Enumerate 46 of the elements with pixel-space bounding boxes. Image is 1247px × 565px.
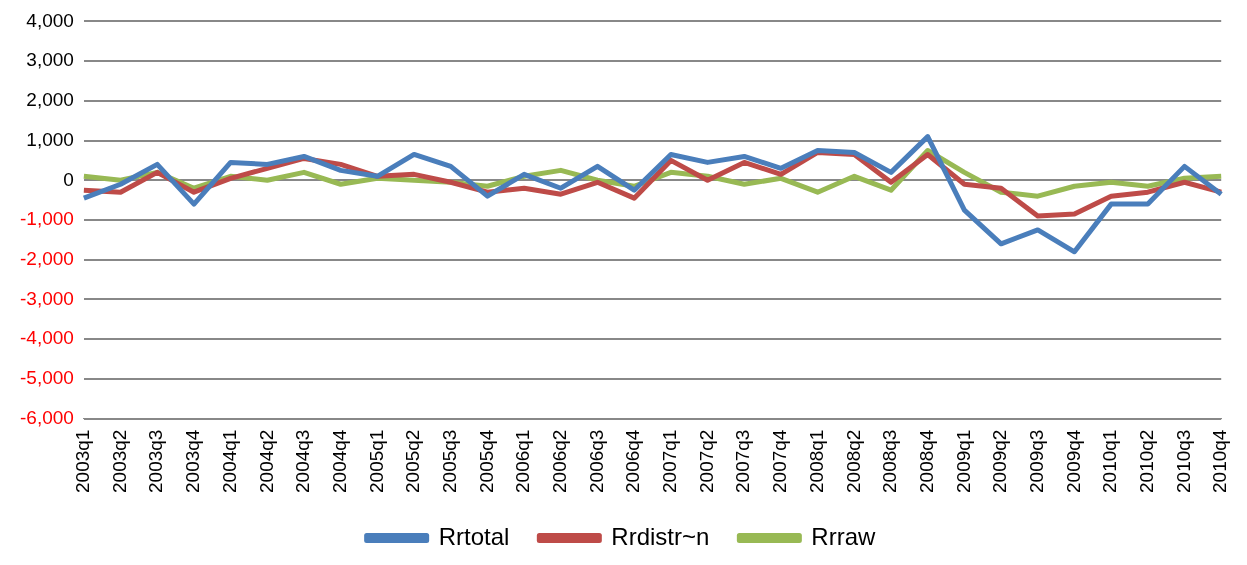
y-tick-label: -1,000 bbox=[20, 208, 74, 230]
x-tick-label: 2007q2 bbox=[695, 429, 717, 493]
x-tick-label: 2007q1 bbox=[659, 429, 681, 493]
y-tick-label: -4,000 bbox=[20, 327, 74, 349]
y-tick-label: -3,000 bbox=[20, 287, 74, 309]
y-tick-label: -2,000 bbox=[20, 247, 74, 269]
x-tick-label: 2009q2 bbox=[989, 429, 1011, 493]
x-tick-label: 2005q2 bbox=[402, 429, 424, 493]
legend-label: Rrdistr~n bbox=[611, 522, 710, 550]
y-tick-label: 2,000 bbox=[26, 89, 74, 111]
x-tick-label: 2009q4 bbox=[1062, 429, 1084, 493]
y-tick-label: 1,000 bbox=[26, 128, 74, 150]
legend-label: Rrtotal bbox=[438, 522, 510, 550]
x-tick-label: 2008q4 bbox=[915, 429, 937, 493]
x-tick-label: 2010q4 bbox=[1209, 429, 1231, 493]
x-tick-label: 2009q3 bbox=[1025, 429, 1047, 493]
x-tick-label: 2005q4 bbox=[475, 429, 497, 493]
y-tick-label: 0 bbox=[63, 168, 74, 190]
legend-label: Rrraw bbox=[811, 522, 877, 550]
x-tick-label: 2008q3 bbox=[879, 429, 901, 493]
y-tick-label: -6,000 bbox=[20, 406, 74, 428]
x-tick-label: 2008q1 bbox=[805, 429, 827, 493]
x-tick-label: 2006q2 bbox=[549, 429, 571, 493]
x-tick-label: 2004q3 bbox=[292, 429, 314, 493]
x-tick-label: 2004q1 bbox=[218, 429, 240, 493]
x-tick-label: 2006q3 bbox=[585, 429, 607, 493]
x-tick-label: 2008q2 bbox=[842, 429, 864, 493]
x-tick-label: 2005q1 bbox=[365, 429, 387, 493]
x-tick-label: 2006q1 bbox=[512, 429, 534, 493]
x-tick-label: 2004q4 bbox=[328, 429, 350, 493]
y-tick-label: -5,000 bbox=[20, 367, 74, 389]
x-tick-label: 2006q4 bbox=[622, 429, 644, 493]
x-tick-label: 2010q2 bbox=[1136, 429, 1158, 493]
x-tick-label: 2003q2 bbox=[108, 429, 130, 493]
x-tick-label: 2007q3 bbox=[732, 429, 754, 493]
x-tick-label: 2005q3 bbox=[438, 429, 460, 493]
x-tick-label: 2003q4 bbox=[182, 429, 204, 493]
x-tick-label: 2007q4 bbox=[769, 429, 791, 493]
x-tick-label: 2003q1 bbox=[72, 429, 94, 493]
x-tick-label: 2010q3 bbox=[1172, 429, 1194, 493]
x-tick-label: 2004q2 bbox=[255, 429, 277, 493]
y-tick-label: 3,000 bbox=[26, 49, 74, 71]
x-tick-label: 2010q1 bbox=[1099, 429, 1121, 493]
x-tick-label: 2003q3 bbox=[145, 429, 167, 493]
x-tick-label: 2009q1 bbox=[952, 429, 974, 493]
y-tick-label: 4,000 bbox=[26, 9, 74, 31]
